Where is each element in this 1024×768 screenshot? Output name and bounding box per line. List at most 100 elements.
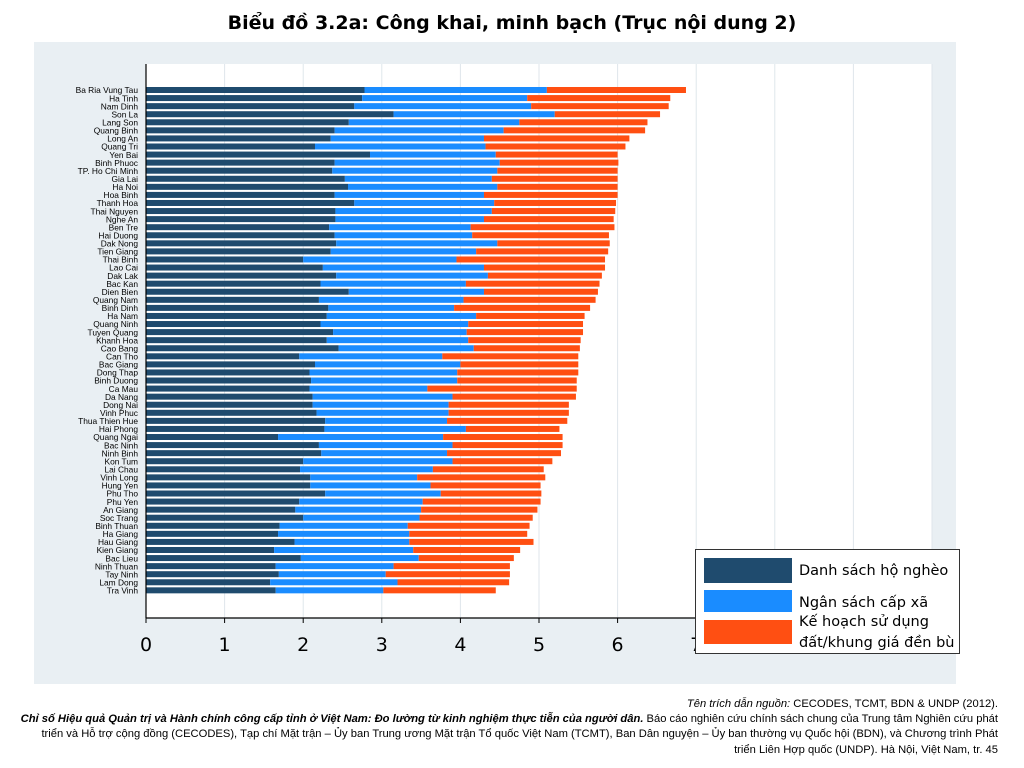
bar-segment <box>300 555 419 562</box>
bar-segment <box>146 434 279 441</box>
bar-segment <box>146 199 355 206</box>
bar-segment <box>314 143 486 150</box>
category-label: Binh Duong <box>94 376 138 386</box>
legend-swatch-commune-budget <box>704 590 792 612</box>
bar-segment <box>430 482 541 489</box>
bar-segment <box>146 127 335 134</box>
bar-segment <box>466 329 584 336</box>
bar-segment <box>494 199 617 206</box>
legend-swatch-land-use-plan <box>704 620 792 644</box>
category-label: Tuyen Quang <box>88 327 139 337</box>
bar-segment <box>146 353 300 360</box>
bar-segment <box>316 409 449 416</box>
bar-segment <box>146 87 365 93</box>
bar-segment <box>325 490 441 497</box>
bar-segment <box>318 296 464 303</box>
bar-segment <box>326 337 469 344</box>
bar-segment <box>407 522 530 529</box>
bar-segment <box>334 232 473 239</box>
bar-segment <box>334 191 484 198</box>
bar-segment <box>503 127 646 134</box>
bar-segment <box>146 530 279 537</box>
bar-segment <box>303 256 457 263</box>
bar-segment <box>146 587 276 594</box>
bar-segment <box>385 571 510 578</box>
bar-segment <box>473 345 580 352</box>
bar-segment <box>146 216 336 223</box>
bar-segment <box>146 579 271 586</box>
category-label: Ninh Binh <box>102 448 139 458</box>
x-tick-label: 0 <box>140 634 152 656</box>
bar-segment <box>483 216 614 223</box>
plot-panel: Ba Ria Vung Tau Ha Tinh Nam Dinh Son La Lang… <box>34 42 960 684</box>
category-label: Khanh Hoa <box>96 335 138 345</box>
bar-segment <box>465 425 560 432</box>
bar-segment <box>310 474 418 481</box>
category-label: Tay Ninh <box>105 569 138 579</box>
category-label: An Giang <box>103 505 138 515</box>
category-label: Thai Nguyen <box>91 206 139 216</box>
bar-segment <box>440 490 542 497</box>
category-label: Soc Trang <box>100 513 139 523</box>
bar-segment <box>146 409 317 416</box>
bar-segment <box>527 95 671 102</box>
bar-segment <box>454 304 591 311</box>
legend-label-land-use-plan-line1: Kế hoạch sử dụng <box>799 614 929 630</box>
bar-segment <box>303 514 420 521</box>
bar-segment <box>531 103 669 110</box>
bar-segment <box>409 538 534 545</box>
bar-segment <box>468 337 581 344</box>
bar-segment <box>146 296 319 303</box>
bar-segment <box>329 224 471 231</box>
bar-segment <box>146 321 321 328</box>
bar-segment <box>332 167 498 174</box>
bar-segment <box>312 401 449 408</box>
bar-segment <box>417 474 546 481</box>
bar-segment <box>456 256 606 263</box>
category-label: Tra Vinh <box>107 586 139 596</box>
legend-label-land-use-plan-line2: đất/khung giá đền bù <box>799 635 955 651</box>
bar-segment <box>146 571 279 578</box>
bar-segment <box>146 304 329 311</box>
bar-segment <box>330 248 477 255</box>
bar-segment <box>146 135 331 142</box>
category-label: Phu Yen <box>107 497 139 507</box>
bar-segment <box>146 361 315 368</box>
category-label: Cao Bang <box>101 343 139 353</box>
category-label: Dien Bien <box>102 287 139 297</box>
bar-segment <box>146 563 276 570</box>
bar-segment <box>146 377 312 384</box>
bar-segment <box>146 232 335 239</box>
bar-segment <box>278 530 410 537</box>
bar-segment <box>146 175 345 182</box>
category-label: Thanh Hoa <box>97 198 139 208</box>
legend-label-poor-households: Danh sách hộ nghèo <box>799 563 949 579</box>
bar-segment <box>497 240 610 247</box>
bar-segment <box>452 393 576 400</box>
bar-segment <box>274 546 414 553</box>
category-label: Da Nang <box>105 392 138 402</box>
category-label: Dong Thap <box>97 368 139 378</box>
category-label: Bac Kan <box>106 279 138 289</box>
category-label: Binh Thuan <box>95 521 138 531</box>
category-label: Ha Noi <box>112 182 138 192</box>
category-label: Ha Nam <box>107 311 138 321</box>
bar-segment <box>487 272 602 279</box>
category-label: Kien Giang <box>97 545 139 555</box>
category-label: Ha Giang <box>103 529 139 539</box>
bar-segment <box>427 385 577 392</box>
bar-segment <box>335 208 492 215</box>
category-label: Quang Tri <box>101 142 138 152</box>
category-label: Thua Thien Hue <box>78 416 138 426</box>
category-label: Nghe An <box>106 214 138 224</box>
bar-segment <box>457 369 579 376</box>
bar-segment <box>314 361 461 368</box>
bar-segment <box>546 87 686 93</box>
category-label: Quang Ngai <box>93 432 138 442</box>
bar-segment <box>309 369 458 376</box>
category-label: Ba Ria Vung Tau <box>76 85 139 95</box>
bar-segment <box>146 498 300 505</box>
category-label: Can Tho <box>106 352 138 362</box>
bar-segment <box>299 498 423 505</box>
bar-segment <box>418 555 514 562</box>
